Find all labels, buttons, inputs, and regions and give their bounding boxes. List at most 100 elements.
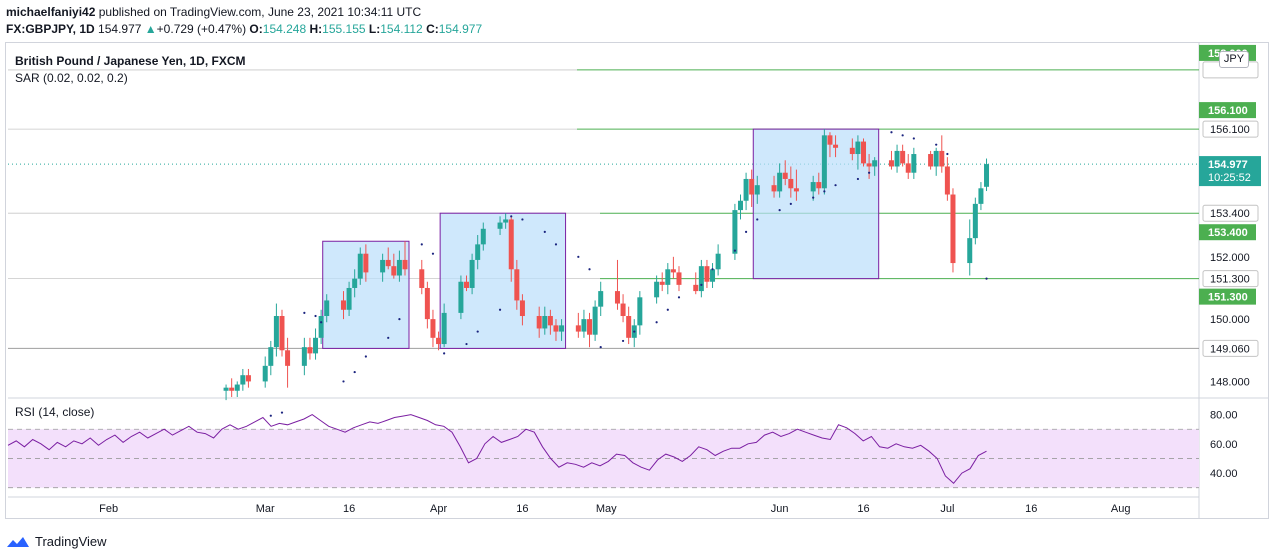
candle-body [894,150,900,167]
currency-badge[interactable]: JPY [1219,51,1249,68]
candle-body [268,347,274,366]
sar-dot [588,268,591,271]
sar-dot [890,131,893,134]
time-tick-label: Feb [99,503,118,515]
candle-body [771,185,777,192]
price-tags: 158.000156.100153.400151.300154.97710:25… [1199,44,1261,305]
rsi-tick-label: 40.00 [1210,468,1238,480]
low-value: 154.112 [380,22,423,36]
candle-body [307,347,313,354]
change-up-icon: ▲ [144,22,157,36]
time-tick-label: May [596,503,617,515]
candle-body [905,163,911,173]
candle-body [508,219,514,270]
candle-body [469,259,475,288]
sar-dot [599,346,602,349]
sar-dot [353,370,356,374]
sar-dot [320,321,323,324]
level-axis-label: 151.300 [1210,274,1250,286]
candle-body [424,287,430,320]
rsi-tick-label: 60.00 [1210,439,1238,451]
tradingview-brand[interactable]: TradingView [6,534,107,549]
candle-body [704,266,710,282]
candle-body [972,203,978,239]
candle-body [592,306,598,335]
candle-body [318,316,324,338]
candle-body [855,141,861,155]
sar-dot [543,230,546,234]
sar-dot [342,380,345,383]
ohlc-line: FX:GBPJPY, 1D 154.977 ▲+0.729 (+0.47%) O… [6,22,482,36]
sar-dot [901,134,904,137]
candle-body [888,160,894,167]
candle-body [301,347,307,366]
candle-body [749,178,755,195]
candle-body [715,253,721,270]
rsi-indicator-label[interactable]: RSI (14, close) [15,405,95,419]
sar-dot [744,230,748,234]
candle-body [849,147,855,155]
sar-dot [812,196,815,199]
level-axis-box [1202,204,1259,222]
candle-body [788,178,794,189]
time-tick-label: Jul [940,503,954,515]
level-tag-label: 156.100 [1208,105,1248,117]
candle-body [385,259,391,267]
sar-indicator-label[interactable]: SAR (0.02, 0.02, 0.2) [15,71,128,85]
candle-body [240,375,246,385]
candle-body [833,144,839,148]
candle-body [559,325,565,332]
candle-body [234,384,240,391]
level-axis-box [1202,339,1259,357]
sar-dot [577,255,580,258]
candle-body [324,300,330,317]
candle-body [547,316,553,326]
level-axis-box [1202,270,1259,288]
candle-body [503,219,509,223]
sar-dot [946,152,949,156]
candle-body [614,291,620,304]
candle-body [458,281,464,313]
candle-body [279,316,285,351]
author-name[interactable]: michaelfaniyi42 [6,5,96,19]
level-tag-label: 153.400 [1208,227,1248,239]
chart-title: British Pound / Japanese Yen, 1D, FXCM [15,54,246,68]
level-lines [8,69,1199,349]
rsi-background [8,428,1199,489]
sar-dot [269,414,272,417]
candle-body [821,135,827,189]
candle-body [441,312,447,345]
level-axis-box [1202,120,1259,138]
sar-dot [711,268,714,271]
sar-dot [778,208,781,212]
last-price-tag-label: 154.977 [1208,159,1248,171]
candle-body [676,272,682,285]
candle-body [928,154,934,167]
candle-body [575,325,581,332]
sar-dot [510,215,513,218]
candle-body [637,297,643,326]
candle-body [900,150,906,164]
candle-body [475,244,481,260]
sar-dot [834,184,837,187]
publish-line: michaelfaniyi42 published on TradingView… [6,5,421,19]
candle-body [598,291,604,307]
candle-body [542,316,548,329]
sar-dots [269,131,988,417]
sar-dot [666,308,669,311]
sar-dot [985,277,988,280]
sar-dot [303,311,306,314]
sar-dot [431,252,435,255]
sar-dot [387,336,390,339]
sar-dot [621,339,625,343]
candle-body [933,150,939,167]
candle-body [777,172,783,192]
symbol-label: FX:GBPJPY, 1D [6,22,95,36]
sar-dot [498,308,502,311]
published-text: published on TradingView.com, June 23, 2… [98,5,422,19]
time-tick-label: Mar [256,503,275,515]
change-value: +0.729 (+0.47%) [156,22,247,36]
level-axis-label: 149.060 [1210,343,1250,355]
candle-body [229,387,235,391]
